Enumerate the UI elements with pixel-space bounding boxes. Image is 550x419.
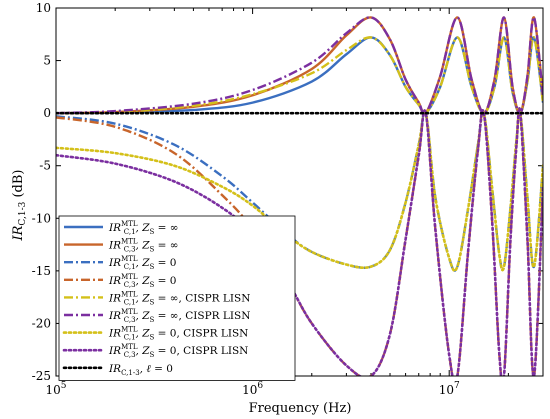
series-line-6 [56,16,543,116]
legend-label: IRMTL C,1, ZS = ∞ [108,220,179,236]
legend-item: IRC,1-3, ℓ = 0 [62,363,173,377]
legend-item: IRMTL C,1, ZS = ∞ [64,220,179,236]
series-line-2 [56,16,543,116]
legend-label: IRMTL C,1, ZS = 0, CISPR LISN [108,326,248,342]
x-axis-label: Frequency (Hz) [249,401,352,416]
y-tick-label: -5 [39,159,51,173]
x-tick-label: 105 [45,381,66,397]
legend-label: IRMTL C,1, ZS = 0 [108,255,176,271]
legend-label: IRMTL C,3, ZS = 0, CISPR LISN [108,343,248,359]
legend-label: IRMTL C,1, ZS = ∞, CISPR LISN [108,290,250,306]
legend: IRMTL C,1, ZS = ∞IRMTL C,3, ZS = ∞IRMTL C,1… [58,215,296,381]
y-tick-label: 0 [43,106,51,120]
legend-label: IRMTL C,3, ZS = 0 [108,273,176,289]
legend-label: IRMTL C,3, ZS = ∞, CISPR LISN [108,308,250,324]
legend-item: IRMTL C,1, ZS = ∞, CISPR LISN [64,290,250,306]
legend-item: IRMTL C,3, ZS = 0 [64,273,176,289]
legend-item: IRMTL C,3, ZS = 0, CISPR LISN [62,343,248,359]
plot-frame [55,7,544,377]
y-tick-label: -20 [32,316,51,330]
legend-label: IRMTL C,3, ZS = ∞ [108,238,179,254]
x-tick-label: 107 [439,381,460,397]
y-tick-label: -10 [32,211,51,225]
svg-text:IRC,1-3 (dB): IRC,1-3 (dB) [11,169,28,241]
legend-item: IRMTL C,1, ZS = 0 [64,255,176,271]
legend-label: IRC,1-3, ℓ = 0 [108,363,173,377]
y-tick-label: -15 [32,264,51,278]
y-tick-label: 10 [36,1,51,15]
legend-item: IRMTL C,3, ZS = ∞ [64,238,179,254]
series-lines [56,16,543,376]
legend-item: IRMTL C,1, ZS = 0, CISPR LISN [62,326,248,342]
series-line-5 [56,36,543,116]
y-axis-label: IRC,1-3 (dB) [11,169,28,241]
y-tick-label: 5 [43,54,51,68]
y-tick-label: -25 [32,369,51,383]
legend-item: IRMTL C,3, ZS = ∞, CISPR LISN [64,308,250,324]
x-tick-label: 106 [242,381,263,397]
